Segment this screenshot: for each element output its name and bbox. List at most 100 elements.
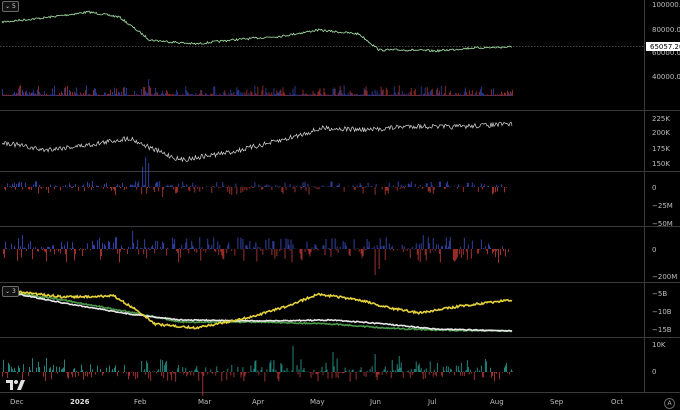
- histogram-bar: [93, 245, 94, 249]
- volume-bar: [467, 95, 469, 96]
- volume-bar: [463, 91, 465, 96]
- histogram-bar: [386, 370, 388, 372]
- histogram-bar: [420, 368, 422, 372]
- volume-bar: [90, 94, 91, 96]
- histogram-bar: [461, 372, 463, 376]
- histogram-bar: [117, 184, 118, 187]
- histogram-bar: [273, 241, 275, 249]
- histogram-bar: [47, 246, 48, 249]
- volume-bar: [475, 91, 477, 96]
- histogram-bar: [269, 362, 271, 372]
- histogram-bar: [166, 249, 168, 256]
- volume-bar: [113, 95, 114, 96]
- histogram-bar: [162, 360, 164, 372]
- histogram-bar: [167, 184, 169, 187]
- histogram-bar: [294, 187, 296, 193]
- histogram-bar: [228, 242, 230, 249]
- histogram-bar: [149, 370, 151, 372]
- histogram-bar: [165, 362, 167, 372]
- time-label: Aug: [490, 398, 504, 406]
- volume-bar: [440, 85, 442, 96]
- time-axis[interactable]: Dec 2026 Feb Mar Apr May Jun Jul Aug Sep…: [10, 398, 623, 406]
- volume-bar: [481, 92, 483, 96]
- histogram-bar: [23, 248, 24, 249]
- indicator-2-pane[interactable]: [4, 157, 507, 197]
- histogram-bar: [302, 182, 304, 187]
- volume-bar: [338, 91, 340, 96]
- histogram-bar: [318, 187, 320, 190]
- indicator-5-pane[interactable]: [2, 346, 513, 396]
- histogram-bar: [222, 249, 224, 259]
- volume-bar: [229, 95, 231, 96]
- volume-bar: [62, 93, 63, 96]
- volume-bar: [379, 94, 381, 96]
- histogram-bar: [131, 185, 133, 187]
- collapse-pane-button[interactable]: ⌄ 5: [2, 1, 19, 12]
- axis-label: 40000.00: [652, 73, 680, 81]
- volume-bar: [19, 86, 20, 96]
- volume-bar: [464, 87, 466, 96]
- histogram-bar: [188, 187, 190, 191]
- histogram-bar: [446, 248, 448, 249]
- histogram-bar: [56, 186, 57, 187]
- histogram-bar: [506, 363, 507, 372]
- histogram-bar: [399, 187, 401, 189]
- volume-bar: [286, 95, 288, 96]
- histogram-bar: [154, 187, 156, 193]
- histogram-bar: [118, 370, 119, 372]
- axis-label: 0: [652, 368, 656, 376]
- volume-bar: [55, 94, 56, 96]
- histogram-bar: [166, 186, 168, 187]
- volume-bar: [495, 94, 496, 96]
- auto-scale-button[interactable]: A: [664, 398, 675, 409]
- histogram-bar: [166, 360, 168, 372]
- tradingview-logo-icon[interactable]: [6, 376, 26, 390]
- histogram-bar: [296, 365, 298, 372]
- volume-bar: [452, 95, 454, 96]
- histogram-bar: [298, 369, 300, 372]
- histogram-bar: [400, 362, 402, 372]
- histogram-bar: [335, 372, 337, 378]
- histogram-bar: [482, 372, 484, 378]
- histogram-bar: [326, 369, 328, 372]
- histogram-bar: [432, 238, 434, 249]
- volume-bar: [277, 92, 279, 96]
- volume-bar: [302, 89, 304, 96]
- histogram-bar: [243, 372, 245, 382]
- histogram-bar: [236, 187, 238, 195]
- histogram-bar: [41, 187, 42, 189]
- histogram-bar: [80, 371, 81, 372]
- price-axis[interactable]: 100000.00 80000.00 60000.00 40000.00 650…: [646, 1, 680, 376]
- histogram-bar: [202, 187, 204, 190]
- histogram-bar: [110, 248, 111, 249]
- histogram-bar: [16, 184, 17, 187]
- volume-bar: [319, 88, 321, 96]
- histogram-bar: [406, 371, 408, 372]
- histogram-bar: [185, 367, 187, 372]
- histogram-bar: [494, 249, 495, 251]
- indicator-1-pane[interactable]: [1, 121, 513, 162]
- indicator-4-pane[interactable]: [1, 289, 513, 333]
- histogram-bar: [126, 187, 127, 189]
- histogram-bar: [383, 369, 385, 372]
- histogram-bar: [404, 185, 406, 187]
- indicator-3-pane[interactable]: [3, 231, 509, 275]
- price-pane[interactable]: [0, 10, 644, 96]
- histogram-bar: [392, 370, 394, 372]
- histogram-bar: [163, 187, 165, 190]
- histogram-bar: [484, 246, 486, 249]
- histogram-bar: [424, 249, 426, 255]
- volume-bar: [178, 94, 180, 96]
- volume-bar: [422, 94, 424, 96]
- histogram-bar: [167, 247, 169, 249]
- volume-bar: [246, 89, 248, 96]
- volume-bar: [98, 94, 99, 96]
- histogram-bar: [307, 183, 309, 187]
- volume-bar: [415, 94, 417, 96]
- histogram-bar: [195, 248, 197, 249]
- volume-bar: [453, 95, 455, 96]
- collapse-pane-button[interactable]: ⌄ 3: [2, 286, 19, 297]
- histogram-bar: [50, 367, 51, 372]
- histogram-bar: [495, 249, 496, 258]
